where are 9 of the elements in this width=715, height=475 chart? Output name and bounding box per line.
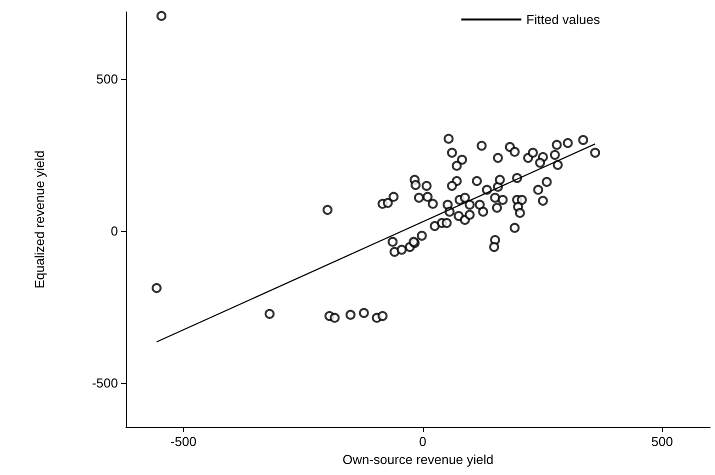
x-tick-label: 0 [419,434,426,449]
y-axis-title: Equalized revenue yield [32,150,47,289]
x-tick-label: 500 [651,434,673,449]
y-tick-label: 0 [110,223,118,238]
y-tick-label: -500 [92,375,118,390]
y-tick-label: 500 [96,71,118,86]
x-tick-label: -500 [170,434,196,449]
legend-label: Fitted values [526,12,600,27]
x-axis-title: Own-source revenue yield [342,452,494,467]
